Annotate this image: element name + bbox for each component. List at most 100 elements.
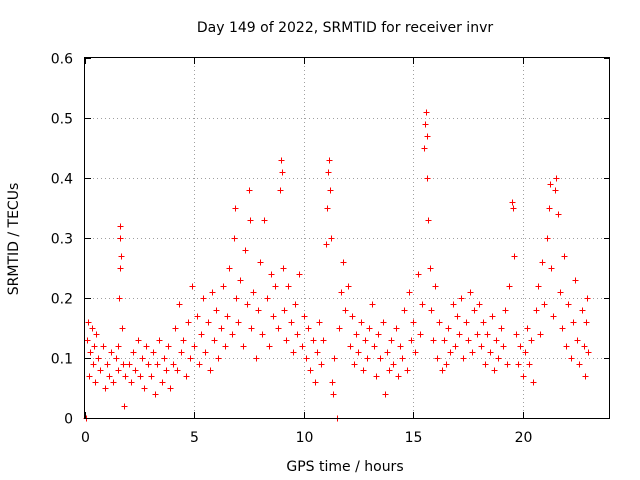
data-point — [447, 349, 454, 356]
data-point — [218, 325, 225, 332]
data-point — [196, 361, 203, 368]
x-tick-label: 10 — [296, 430, 314, 446]
data-point — [143, 343, 150, 350]
data-point — [231, 235, 238, 242]
data-point — [264, 295, 271, 302]
data-point — [436, 319, 443, 326]
data-point — [565, 301, 572, 308]
data-point — [388, 337, 395, 344]
y-tick-label: 0.1 — [51, 352, 73, 368]
chart-title: Day 149 of 2022, SRMTID for receiver inv… — [197, 20, 493, 36]
data-point — [576, 361, 583, 368]
data-point — [579, 307, 586, 314]
data-point — [498, 325, 505, 332]
data-point — [537, 331, 544, 338]
data-point — [137, 373, 144, 380]
data-point — [410, 319, 417, 326]
data-point — [159, 379, 166, 386]
data-point — [393, 325, 400, 332]
data-point — [235, 319, 242, 326]
data-point — [489, 313, 496, 320]
data-point — [581, 343, 588, 350]
data-point — [115, 343, 122, 350]
data-point — [148, 373, 155, 380]
data-point — [465, 337, 472, 344]
data-point — [213, 307, 220, 314]
data-point — [246, 187, 253, 194]
data-point — [191, 343, 198, 350]
data-point — [331, 355, 338, 362]
data-point — [232, 205, 239, 212]
data-point — [482, 361, 489, 368]
data-point — [406, 289, 413, 296]
data-point — [86, 373, 93, 380]
data-point — [355, 349, 362, 356]
data-point — [270, 313, 277, 320]
data-point — [386, 367, 393, 374]
data-point — [404, 367, 411, 374]
data-point — [180, 337, 187, 344]
data-point — [257, 259, 264, 266]
data-point — [237, 277, 244, 284]
data-point — [288, 319, 295, 326]
data-point — [526, 361, 533, 368]
data-point — [104, 361, 111, 368]
data-point — [533, 307, 540, 314]
data-point — [117, 265, 124, 272]
data-point — [106, 373, 113, 380]
data-point — [226, 265, 233, 272]
data-point — [307, 367, 314, 374]
data-point — [474, 331, 481, 338]
data-point — [209, 289, 216, 296]
data-point — [84, 337, 91, 344]
data-point — [165, 343, 172, 350]
data-point — [301, 313, 308, 320]
data-point — [152, 391, 159, 398]
data-point — [93, 331, 100, 338]
data-point — [445, 325, 452, 332]
data-point — [412, 349, 419, 356]
data-point — [261, 217, 268, 224]
data-point — [530, 379, 537, 386]
data-point — [320, 337, 327, 344]
data-point — [478, 343, 485, 350]
data-point — [85, 319, 92, 326]
data-point — [277, 187, 284, 194]
data-point — [574, 337, 581, 344]
data-point — [585, 349, 592, 356]
data-point — [176, 301, 183, 308]
data-point — [395, 373, 402, 380]
data-point — [97, 367, 104, 374]
data-point — [417, 331, 424, 338]
data-point — [528, 337, 535, 344]
data-point — [454, 313, 461, 320]
data-point — [185, 319, 192, 326]
data-point — [126, 361, 133, 368]
data-point — [495, 355, 502, 362]
data-point — [330, 391, 337, 398]
data-point — [568, 355, 575, 362]
data-point — [375, 331, 382, 338]
data-point — [439, 367, 446, 374]
data-point — [200, 295, 207, 302]
data-point — [342, 307, 349, 314]
data-point — [500, 343, 507, 350]
data-point — [371, 343, 378, 350]
data-point — [424, 175, 431, 182]
data-point — [259, 331, 266, 338]
data-point — [174, 367, 181, 374]
x-tick-label: 0 — [81, 430, 90, 446]
data-point — [283, 337, 290, 344]
data-point — [360, 367, 367, 374]
y-tick-label: 0.5 — [51, 112, 73, 128]
data-point — [281, 307, 288, 314]
data-point — [202, 349, 209, 356]
data-point — [570, 319, 577, 326]
data-point — [233, 295, 240, 302]
data-point — [504, 361, 511, 368]
data-point — [467, 289, 474, 296]
data-point — [189, 283, 196, 290]
data-point — [117, 223, 124, 230]
data-point — [266, 343, 273, 350]
data-point — [509, 199, 516, 206]
